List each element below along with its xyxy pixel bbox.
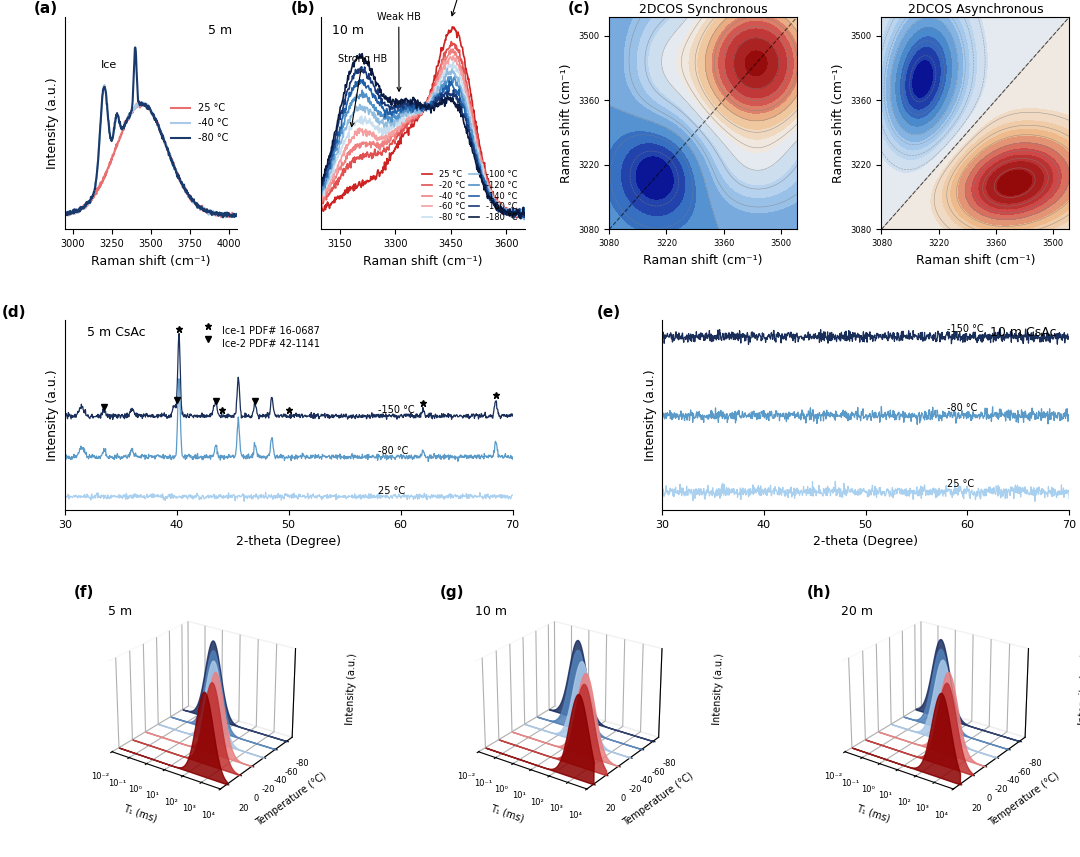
Line: 25 °C: 25 °C (65, 103, 237, 217)
X-axis label: Raman shift (cm⁻¹): Raman shift (cm⁻¹) (644, 254, 762, 267)
Text: -150 °C: -150 °C (947, 324, 984, 333)
Text: 20 m: 20 m (841, 605, 874, 618)
25 °C (136, 98, 149, 108)
Text: (h): (h) (807, 584, 832, 600)
Text: (c): (c) (568, 1, 591, 16)
Text: Weak HB: Weak HB (377, 11, 421, 91)
-40 °C (230, 208, 243, 219)
X-axis label: Raman shift (cm⁻¹): Raman shift (cm⁻¹) (91, 255, 211, 267)
Y-axis label: Intensity (a.u.): Intensity (a.u.) (46, 369, 59, 461)
Y-axis label: Intensity (a.u.): Intensity (a.u.) (46, 77, 59, 169)
Text: Ice-1 PDF# 16-0687: Ice-1 PDF# 16-0687 (221, 326, 320, 336)
Y-axis label: Temperature (°C): Temperature (°C) (987, 770, 1062, 828)
X-axis label: Raman shift (cm⁻¹): Raman shift (cm⁻¹) (916, 254, 1035, 267)
-80 °C (174, 173, 187, 183)
Text: (g): (g) (440, 584, 464, 600)
-80 °C (188, 197, 201, 207)
X-axis label: T₁ (ms): T₁ (ms) (488, 803, 525, 824)
25 °C (58, 208, 71, 219)
-80 °C (89, 181, 102, 191)
Text: 25 °C: 25 °C (947, 479, 974, 489)
-80 °C (58, 209, 71, 219)
25 °C (230, 210, 243, 220)
Legend: 25 °C, -20 °C, -40 °C, -60 °C, -80 °C, -100 °C, -120 °C, -140 °C, -160 °C, -180 : 25 °C, -20 °C, -40 °C, -60 °C, -80 °C, -… (419, 167, 521, 225)
Text: 10 m: 10 m (332, 23, 364, 37)
-40 °C (103, 122, 116, 132)
-40 °C (98, 80, 111, 90)
-80 °C (129, 42, 141, 52)
Text: (f): (f) (73, 584, 94, 600)
25 °C (224, 212, 237, 222)
Text: -80 °C: -80 °C (947, 403, 977, 413)
Text: (e): (e) (597, 304, 621, 320)
Text: 5 m CsAc: 5 m CsAc (87, 326, 146, 339)
Y-axis label: Temperature (°C): Temperature (°C) (621, 770, 694, 828)
Text: Non-HB: Non-HB (444, 0, 481, 15)
Title: 2DCOS Asynchronous: 2DCOS Asynchronous (907, 3, 1043, 16)
Text: Strong HB: Strong HB (338, 55, 388, 127)
-80 °C (230, 210, 243, 220)
X-axis label: T₁ (ms): T₁ (ms) (855, 803, 891, 824)
25 °C (174, 176, 187, 186)
Text: 5 m: 5 m (108, 605, 133, 618)
Y-axis label: Raman shift (cm⁻¹): Raman shift (cm⁻¹) (832, 63, 845, 183)
25 °C (135, 98, 148, 108)
-40 °C (136, 100, 149, 111)
Text: (b): (b) (291, 1, 315, 16)
25 °C (188, 199, 201, 209)
25 °C (103, 160, 116, 171)
Text: -150 °C: -150 °C (378, 405, 415, 416)
Text: 5 m: 5 m (207, 23, 232, 37)
Text: (a): (a) (33, 1, 58, 16)
-40 °C (188, 197, 201, 207)
Y-axis label: Intensity (a.u.): Intensity (a.u.) (644, 369, 657, 461)
-40 °C (160, 141, 173, 152)
-40 °C (174, 174, 187, 184)
-80 °C (136, 99, 149, 110)
Text: -80 °C: -80 °C (378, 446, 408, 456)
25 °C (89, 187, 102, 197)
Text: 25 °C: 25 °C (378, 486, 405, 496)
Text: 10 m: 10 m (475, 605, 507, 618)
-40 °C (219, 213, 232, 223)
Y-axis label: Temperature (°C): Temperature (°C) (254, 770, 328, 828)
Line: -80 °C: -80 °C (65, 47, 237, 218)
X-axis label: Raman shift (cm⁻¹): Raman shift (cm⁻¹) (363, 255, 483, 267)
Text: (d): (d) (2, 304, 27, 320)
Legend: 25 °C, -40 °C, -80 °C: 25 °C, -40 °C, -80 °C (166, 99, 232, 147)
X-axis label: 2-theta (Degree): 2-theta (Degree) (237, 535, 341, 548)
Title: 2DCOS Synchronous: 2DCOS Synchronous (638, 3, 768, 16)
X-axis label: 2-theta (Degree): 2-theta (Degree) (813, 535, 918, 548)
-80 °C (103, 123, 116, 133)
Text: Ice-2 PDF# 42-1141: Ice-2 PDF# 42-1141 (221, 339, 320, 350)
-40 °C (89, 183, 102, 193)
X-axis label: T₁ (ms): T₁ (ms) (122, 803, 159, 824)
Line: -40 °C: -40 °C (65, 85, 237, 218)
Text: Ice: Ice (100, 60, 117, 69)
Y-axis label: Raman shift (cm⁻¹): Raman shift (cm⁻¹) (559, 63, 572, 183)
-80 °C (160, 142, 173, 153)
25 °C (160, 141, 173, 152)
Text: 10 m CsAc: 10 m CsAc (990, 326, 1057, 339)
-40 °C (58, 208, 71, 219)
-80 °C (216, 213, 229, 223)
